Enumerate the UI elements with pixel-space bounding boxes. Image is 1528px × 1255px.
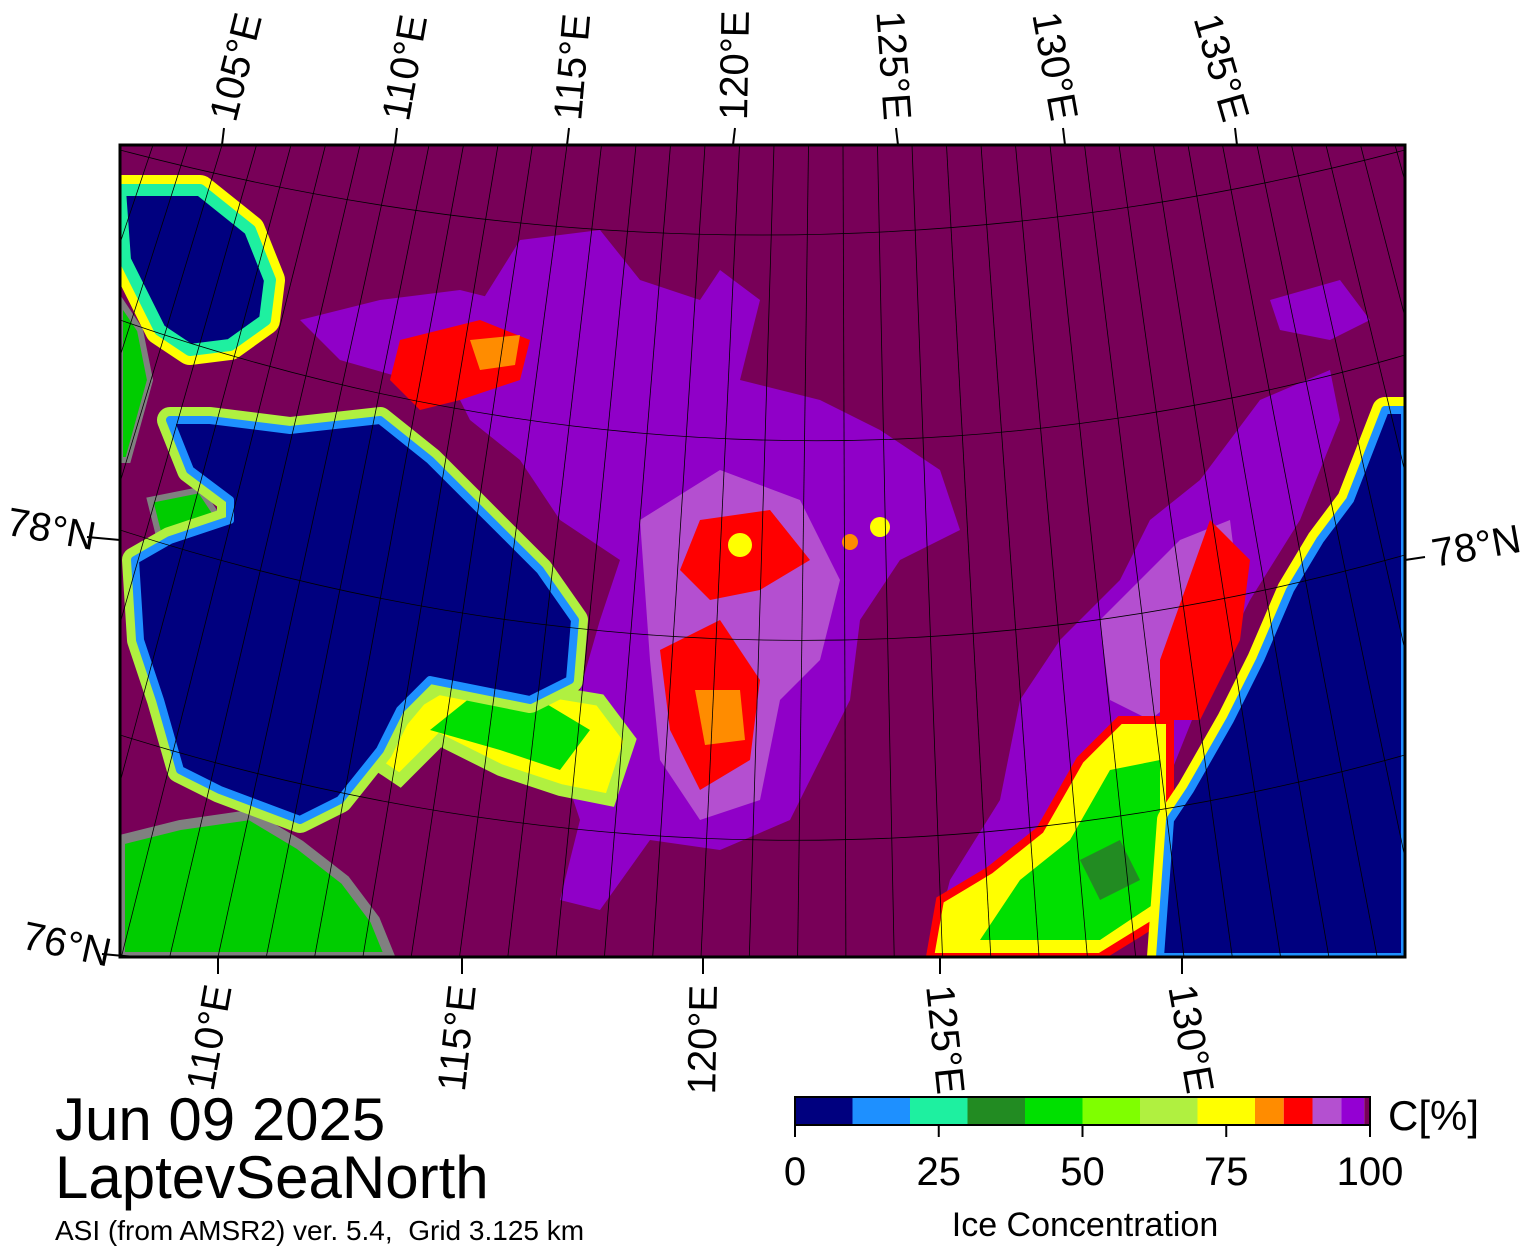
region: LaptevSeaNorth	[55, 1144, 489, 1211]
meridian	[0, 145, 50, 957]
lon-label: 125°E	[867, 9, 919, 121]
colorbar-segment	[1313, 1097, 1342, 1125]
lon-label: 130°E	[1023, 9, 1085, 124]
colorbar-tick-label: 0	[784, 1150, 806, 1194]
colorbar-tick-label: 25	[917, 1150, 962, 1194]
colorbar: 0 25 50 75 100	[784, 1097, 1404, 1194]
tick	[1405, 557, 1425, 560]
colorbar-tick-label: 50	[1060, 1150, 1105, 1194]
colorbar-unit: C[%]	[1388, 1092, 1479, 1139]
colorbar-segment	[968, 1097, 1026, 1125]
lon-label: 120°E	[680, 985, 726, 1095]
date: Jun 09 2025	[55, 1086, 385, 1153]
tick	[567, 128, 569, 145]
tick	[896, 128, 898, 145]
tick	[733, 128, 735, 145]
lon-label: 105°E	[202, 9, 271, 126]
tick	[395, 128, 397, 145]
tick	[1063, 128, 1065, 145]
lon-label: 115°E	[430, 983, 485, 1093]
lon-label: 120°E	[712, 10, 758, 120]
tick	[1235, 128, 1237, 145]
lat-label: 78°N	[1429, 517, 1525, 576]
lon-label: 115°E	[546, 12, 599, 122]
colorbar-segment	[853, 1097, 911, 1125]
colorbar-title: Ice Concentration	[952, 1206, 1219, 1244]
lat-label: 78°N	[3, 500, 99, 559]
ice-patch	[728, 533, 752, 557]
colorbar-segment	[1025, 1097, 1083, 1125]
map-area	[0, 145, 1528, 957]
colorbar-segment	[795, 1097, 853, 1125]
colorbar-tick-label: 100	[1337, 1150, 1404, 1194]
colorbar-segment	[1284, 1097, 1313, 1125]
colorbar-segment	[1083, 1097, 1141, 1125]
lon-label: 110°E	[374, 12, 436, 124]
tick	[222, 128, 224, 145]
ice-patch	[870, 517, 890, 537]
colorbar-segment	[1341, 1097, 1364, 1125]
colorbar-segment	[910, 1097, 968, 1125]
lon-label: 135°E	[1185, 9, 1257, 126]
lon-label: 110°E	[179, 981, 241, 1093]
colorbar-segment	[1140, 1097, 1198, 1125]
colorbar-segment	[1198, 1097, 1256, 1125]
lat-label: 76°N	[18, 914, 115, 976]
subtitle: ASI (from AMSR2) ver. 5.4, Grid 3.125 km	[55, 1215, 584, 1246]
colorbar-tick-label: 75	[1204, 1150, 1249, 1194]
colorbar-segment	[1255, 1097, 1284, 1125]
lon-label: 130°E	[1159, 981, 1221, 1096]
lon-label: 125°E	[917, 983, 972, 1096]
